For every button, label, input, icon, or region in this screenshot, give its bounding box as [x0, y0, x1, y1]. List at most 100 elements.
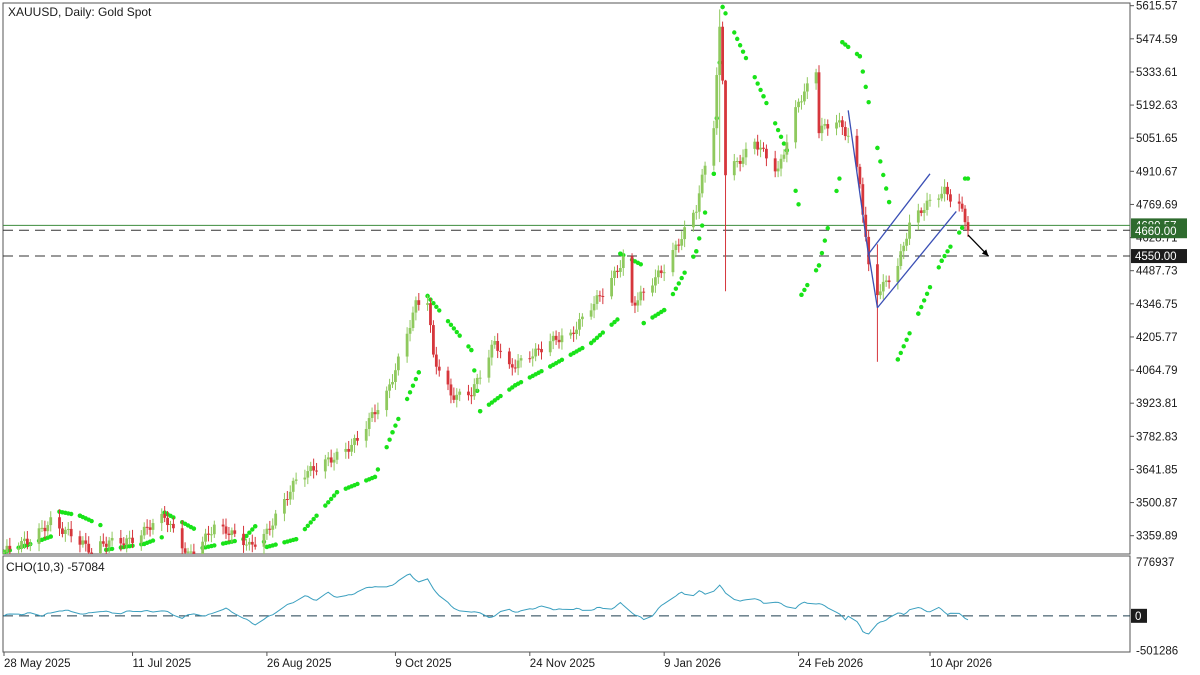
- candle-body: [899, 251, 903, 266]
- candle-body: [414, 300, 418, 313]
- candle-body: [712, 128, 716, 166]
- candle-body: [633, 302, 637, 306]
- sar-dot: [638, 262, 644, 267]
- candle-body: [221, 524, 225, 527]
- sar-dot: [451, 326, 457, 331]
- candle-body: [388, 384, 391, 391]
- candle-body: [189, 551, 193, 553]
- candle-body: [186, 551, 190, 553]
- candle-body: [878, 291, 882, 296]
- sar-dot: [232, 538, 237, 544]
- candle-body: [940, 193, 944, 199]
- candle-body: [28, 543, 32, 545]
- candle-body: [817, 72, 821, 134]
- candle-body: [452, 395, 456, 400]
- candle-body: [674, 244, 678, 251]
- sar-dot: [469, 347, 474, 353]
- sar-dot: [778, 134, 784, 140]
- sar-dot: [945, 249, 950, 254]
- candle-body: [510, 364, 514, 368]
- candle-body: [560, 335, 564, 343]
- candle-body: [855, 135, 859, 167]
- candle-body: [946, 186, 949, 195]
- candle-body: [861, 184, 865, 215]
- sar-dot: [857, 54, 863, 59]
- sar-dot: [328, 496, 334, 502]
- candle-body: [732, 161, 736, 176]
- candle-body: [455, 394, 459, 400]
- candle-body: [210, 534, 213, 536]
- time-tick-label: 24 Feb 2026: [799, 658, 864, 670]
- candle-body: [595, 295, 599, 304]
- time-tick-label: 10 Apr 2026: [930, 658, 992, 670]
- price-tick-label: 4064.79: [1136, 365, 1178, 377]
- sar-dot: [875, 145, 880, 151]
- sar-dot: [863, 84, 868, 90]
- level-tag-upper-bg: [1131, 224, 1187, 239]
- candle-body: [519, 358, 523, 361]
- oscillator-tick-label: -501286: [1136, 646, 1178, 658]
- sar-dot: [834, 188, 839, 194]
- candle-body: [104, 543, 108, 547]
- candle-body: [107, 540, 111, 547]
- candle-body: [323, 459, 327, 472]
- candle-body: [569, 332, 573, 336]
- candle-body: [475, 377, 479, 385]
- sar-dot: [775, 127, 781, 133]
- sar-dot: [843, 42, 848, 47]
- candle-body: [63, 529, 67, 534]
- sar-dot: [673, 286, 679, 291]
- sar-dot: [837, 176, 842, 181]
- price-panel-frame: [2, 2, 1131, 555]
- candle-body: [735, 161, 739, 163]
- candle-body: [242, 533, 245, 546]
- candle-body: [531, 356, 535, 359]
- candle-body: [867, 236, 871, 265]
- sar-dot: [886, 199, 892, 205]
- sar-dot: [250, 527, 255, 532]
- candles: [3, 9, 970, 554]
- sar-dot: [901, 344, 906, 349]
- price-tick-label: 3782.83: [1136, 431, 1178, 443]
- sar-dot: [878, 159, 883, 164]
- sar-dot: [615, 317, 620, 322]
- candle-body: [718, 26, 722, 76]
- candle-body: [694, 211, 698, 213]
- candle-body: [142, 526, 146, 536]
- sar-dot: [457, 333, 462, 338]
- sar-dot: [840, 40, 845, 45]
- candle-body: [283, 499, 286, 514]
- candle-body: [478, 377, 482, 379]
- sar-dot: [618, 251, 623, 256]
- candle-body: [721, 26, 724, 81]
- candle-body: [493, 341, 497, 345]
- candle-body: [306, 471, 310, 478]
- candle-body: [66, 528, 70, 530]
- candle-body: [881, 281, 885, 292]
- channel-base-line: [868, 253, 879, 308]
- sar-dot: [883, 186, 889, 191]
- candle-body: [426, 303, 429, 305]
- candle-body: [966, 222, 970, 231]
- candle-body: [884, 280, 888, 282]
- sar-dot: [959, 225, 965, 231]
- candle-body: [207, 533, 210, 535]
- channel-lower-line: [876, 211, 957, 309]
- candle-body: [230, 530, 234, 536]
- candle-body: [753, 141, 757, 149]
- candle-body: [949, 194, 952, 202]
- sar-dot: [396, 416, 401, 422]
- candle-body: [110, 537, 114, 541]
- candle-body: [639, 291, 643, 301]
- sar-dot: [799, 292, 804, 298]
- candle-body: [683, 227, 687, 240]
- price-tick-label: 3500.87: [1136, 498, 1178, 510]
- candle-body: [78, 536, 82, 545]
- candle-body: [396, 356, 400, 371]
- sar-dot: [846, 44, 851, 50]
- level-tag-lower: 4550.00: [1135, 251, 1177, 263]
- sar-dot: [732, 30, 737, 35]
- sar-dot: [448, 322, 454, 328]
- candle-body: [618, 268, 622, 272]
